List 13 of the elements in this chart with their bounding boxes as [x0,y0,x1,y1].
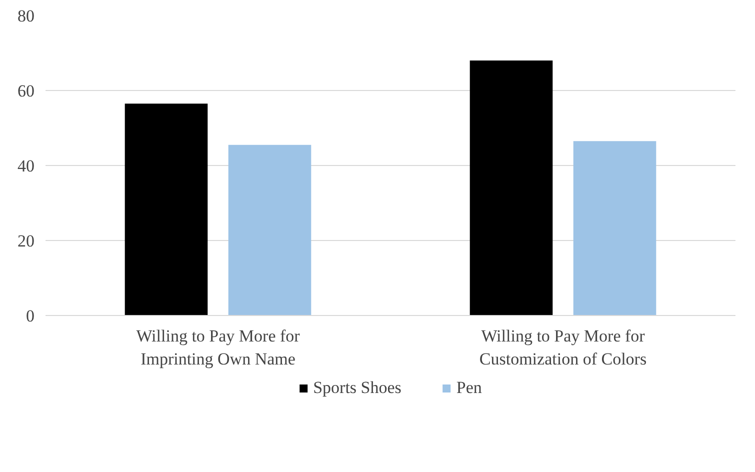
bar [228,144,312,316]
bar [573,141,656,316]
y-tick-label: 80 [18,6,34,26]
legend-label: Pen [456,378,482,398]
y-tick-label: 0 [26,306,34,326]
legend-label: Sports Shoes [313,378,402,398]
bar [124,104,208,316]
y-tick-label: 40 [18,156,34,176]
bar [470,60,553,316]
x-tick-label: Willing to Pay More for Imprinting Own Name [136,326,300,368]
y-tick-label: 60 [18,82,34,100]
y-tick-label: 20 [18,232,34,250]
x-tick-label: Willing to Pay More for Customization of Colors [479,326,647,368]
